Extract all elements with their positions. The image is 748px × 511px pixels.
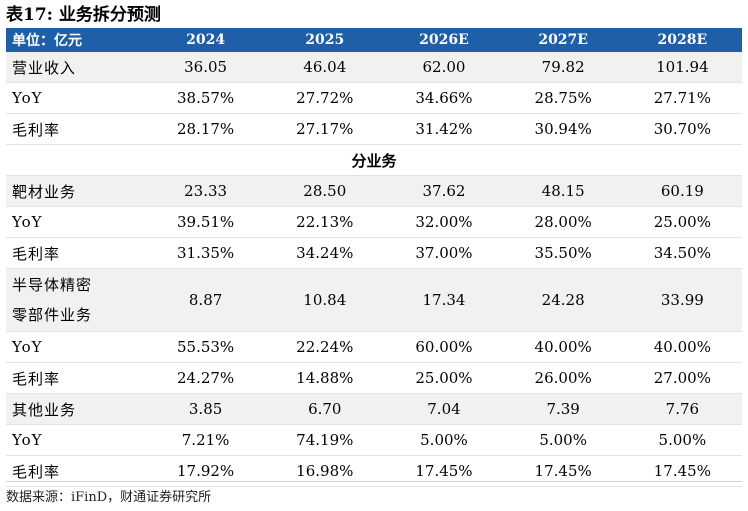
cell-value: 25.00% bbox=[622, 206, 742, 238]
cell-value: 7.21% bbox=[146, 424, 266, 456]
cell-value: 28.17% bbox=[146, 113, 266, 145]
row-label: 毛利率 bbox=[6, 362, 146, 394]
cell-value: 31.42% bbox=[384, 113, 504, 145]
cell-value: 6.70 bbox=[265, 393, 385, 425]
cell-value: 22.13% bbox=[265, 206, 385, 238]
cell-value: 3.85 bbox=[146, 393, 266, 425]
row-label: YoY bbox=[6, 206, 146, 238]
cell-value: 31.35% bbox=[146, 237, 266, 269]
cell-value: 74.19% bbox=[265, 424, 385, 456]
cell-value: 27.17% bbox=[265, 113, 385, 145]
row-label: YoY bbox=[6, 331, 146, 363]
header-year: 2025 bbox=[265, 28, 385, 52]
header-year: 2026E bbox=[384, 28, 504, 52]
cell-value: 5.00% bbox=[622, 424, 742, 456]
cell-value: 37.62 bbox=[384, 175, 504, 207]
row-label: 毛利率 bbox=[6, 237, 146, 269]
cell-value: 37.00% bbox=[384, 237, 504, 269]
row-label: YoY bbox=[6, 424, 146, 456]
row-label: 营业收入 bbox=[6, 52, 146, 83]
cell-value: 17.34 bbox=[384, 268, 504, 332]
cell-value: 38.57% bbox=[146, 82, 266, 114]
cell-value: 36.05 bbox=[146, 52, 266, 83]
header-unit: 单位：亿元 bbox=[6, 28, 146, 52]
header-row: 单位：亿元 2024 2025 2026E 2027E 2028E bbox=[6, 28, 742, 52]
header-year: 2028E bbox=[622, 28, 742, 52]
cell-value: 35.50% bbox=[503, 237, 623, 269]
table-row-segment-yoy: YoY 39.51% 22.13% 32.00% 28.00% 25.00% bbox=[6, 206, 742, 238]
cell-value: 22.24% bbox=[265, 331, 385, 363]
row-label-line: 半导体精密 bbox=[12, 276, 93, 294]
table-row-segment-revenue: 半导体精密 零部件业务 8.87 10.84 17.34 24.28 33.99 bbox=[6, 268, 742, 332]
cell-value: 33.99 bbox=[622, 268, 742, 332]
cell-value: 55.53% bbox=[146, 331, 266, 363]
cell-value: 7.76 bbox=[622, 393, 742, 425]
cell-value: 23.33 bbox=[146, 175, 266, 207]
row-label: 毛利率 bbox=[6, 113, 146, 145]
cell-value: 46.04 bbox=[265, 52, 385, 83]
cell-value: 30.70% bbox=[622, 113, 742, 145]
table-title: 表17: 业务拆分预测 bbox=[6, 5, 161, 25]
cell-value: 60.19 bbox=[622, 175, 742, 207]
table-row-segment-revenue: 靶材业务 23.33 28.50 37.62 48.15 60.19 bbox=[6, 175, 742, 207]
cell-value: 40.00% bbox=[503, 331, 623, 363]
header-year: 2027E bbox=[503, 28, 623, 52]
row-label: 其他业务 bbox=[6, 393, 146, 425]
section-header-row: 分业务 bbox=[6, 144, 742, 176]
table-row-segment-revenue: 其他业务 3.85 6.70 7.04 7.39 7.76 bbox=[6, 393, 742, 425]
cell-value: 5.00% bbox=[384, 424, 504, 456]
cell-value: 8.87 bbox=[146, 268, 266, 332]
cell-value: 28.50 bbox=[265, 175, 385, 207]
cell-value: 34.50% bbox=[622, 237, 742, 269]
cell-value: 101.94 bbox=[622, 52, 742, 83]
cell-value: 24.28 bbox=[503, 268, 623, 332]
cell-value: 60.00% bbox=[384, 331, 504, 363]
cell-value: 28.75% bbox=[503, 82, 623, 114]
source-note: 数据来源：iFinD，财通证券研究所 bbox=[6, 490, 212, 505]
cell-value: 25.00% bbox=[384, 362, 504, 394]
forecast-table: 单位：亿元 2024 2025 2026E 2027E 2028E 营业收入 3… bbox=[6, 28, 742, 487]
cell-value: 26.00% bbox=[503, 362, 623, 394]
cell-value: 10.84 bbox=[265, 268, 385, 332]
cell-value: 32.00% bbox=[384, 206, 504, 238]
row-label: YoY bbox=[6, 82, 146, 114]
cell-value: 28.00% bbox=[503, 206, 623, 238]
cell-value: 5.00% bbox=[503, 424, 623, 456]
table-row-segment-margin: 毛利率 24.27% 14.88% 25.00% 26.00% 27.00% bbox=[6, 362, 742, 394]
cell-value: 40.00% bbox=[622, 331, 742, 363]
cell-value: 24.27% bbox=[146, 362, 266, 394]
section-title: 分业务 bbox=[6, 144, 742, 176]
cell-value: 14.88% bbox=[265, 362, 385, 394]
table-row-yoy: YoY 38.57% 27.72% 34.66% 28.75% 27.71% bbox=[6, 82, 742, 114]
row-label-line: 零部件业务 bbox=[12, 306, 93, 324]
cell-value: 27.00% bbox=[622, 362, 742, 394]
table-row-revenue: 营业收入 36.05 46.04 62.00 79.82 101.94 bbox=[6, 52, 742, 83]
cell-value: 27.72% bbox=[265, 82, 385, 114]
table-row-segment-margin: 毛利率 31.35% 34.24% 37.00% 35.50% 34.50% bbox=[6, 237, 742, 269]
table-row-segment-yoy: YoY 7.21% 74.19% 5.00% 5.00% 5.00% bbox=[6, 424, 742, 456]
table-bottom-divider bbox=[6, 481, 742, 482]
cell-value: 62.00 bbox=[384, 52, 504, 83]
cell-value: 34.66% bbox=[384, 82, 504, 114]
cell-value: 7.39 bbox=[503, 393, 623, 425]
row-label: 靶材业务 bbox=[6, 175, 146, 207]
cell-value: 30.94% bbox=[503, 113, 623, 145]
cell-value: 48.15 bbox=[503, 175, 623, 207]
cell-value: 34.24% bbox=[265, 237, 385, 269]
row-label: 半导体精密 零部件业务 bbox=[6, 268, 146, 332]
table-row-segment-yoy: YoY 55.53% 22.24% 60.00% 40.00% 40.00% bbox=[6, 331, 742, 363]
cell-value: 79.82 bbox=[503, 52, 623, 83]
header-year: 2024 bbox=[146, 28, 266, 52]
cell-value: 7.04 bbox=[384, 393, 504, 425]
table-row-margin: 毛利率 28.17% 27.17% 31.42% 30.94% 30.70% bbox=[6, 113, 742, 145]
cell-value: 27.71% bbox=[622, 82, 742, 114]
cell-value: 39.51% bbox=[146, 206, 266, 238]
